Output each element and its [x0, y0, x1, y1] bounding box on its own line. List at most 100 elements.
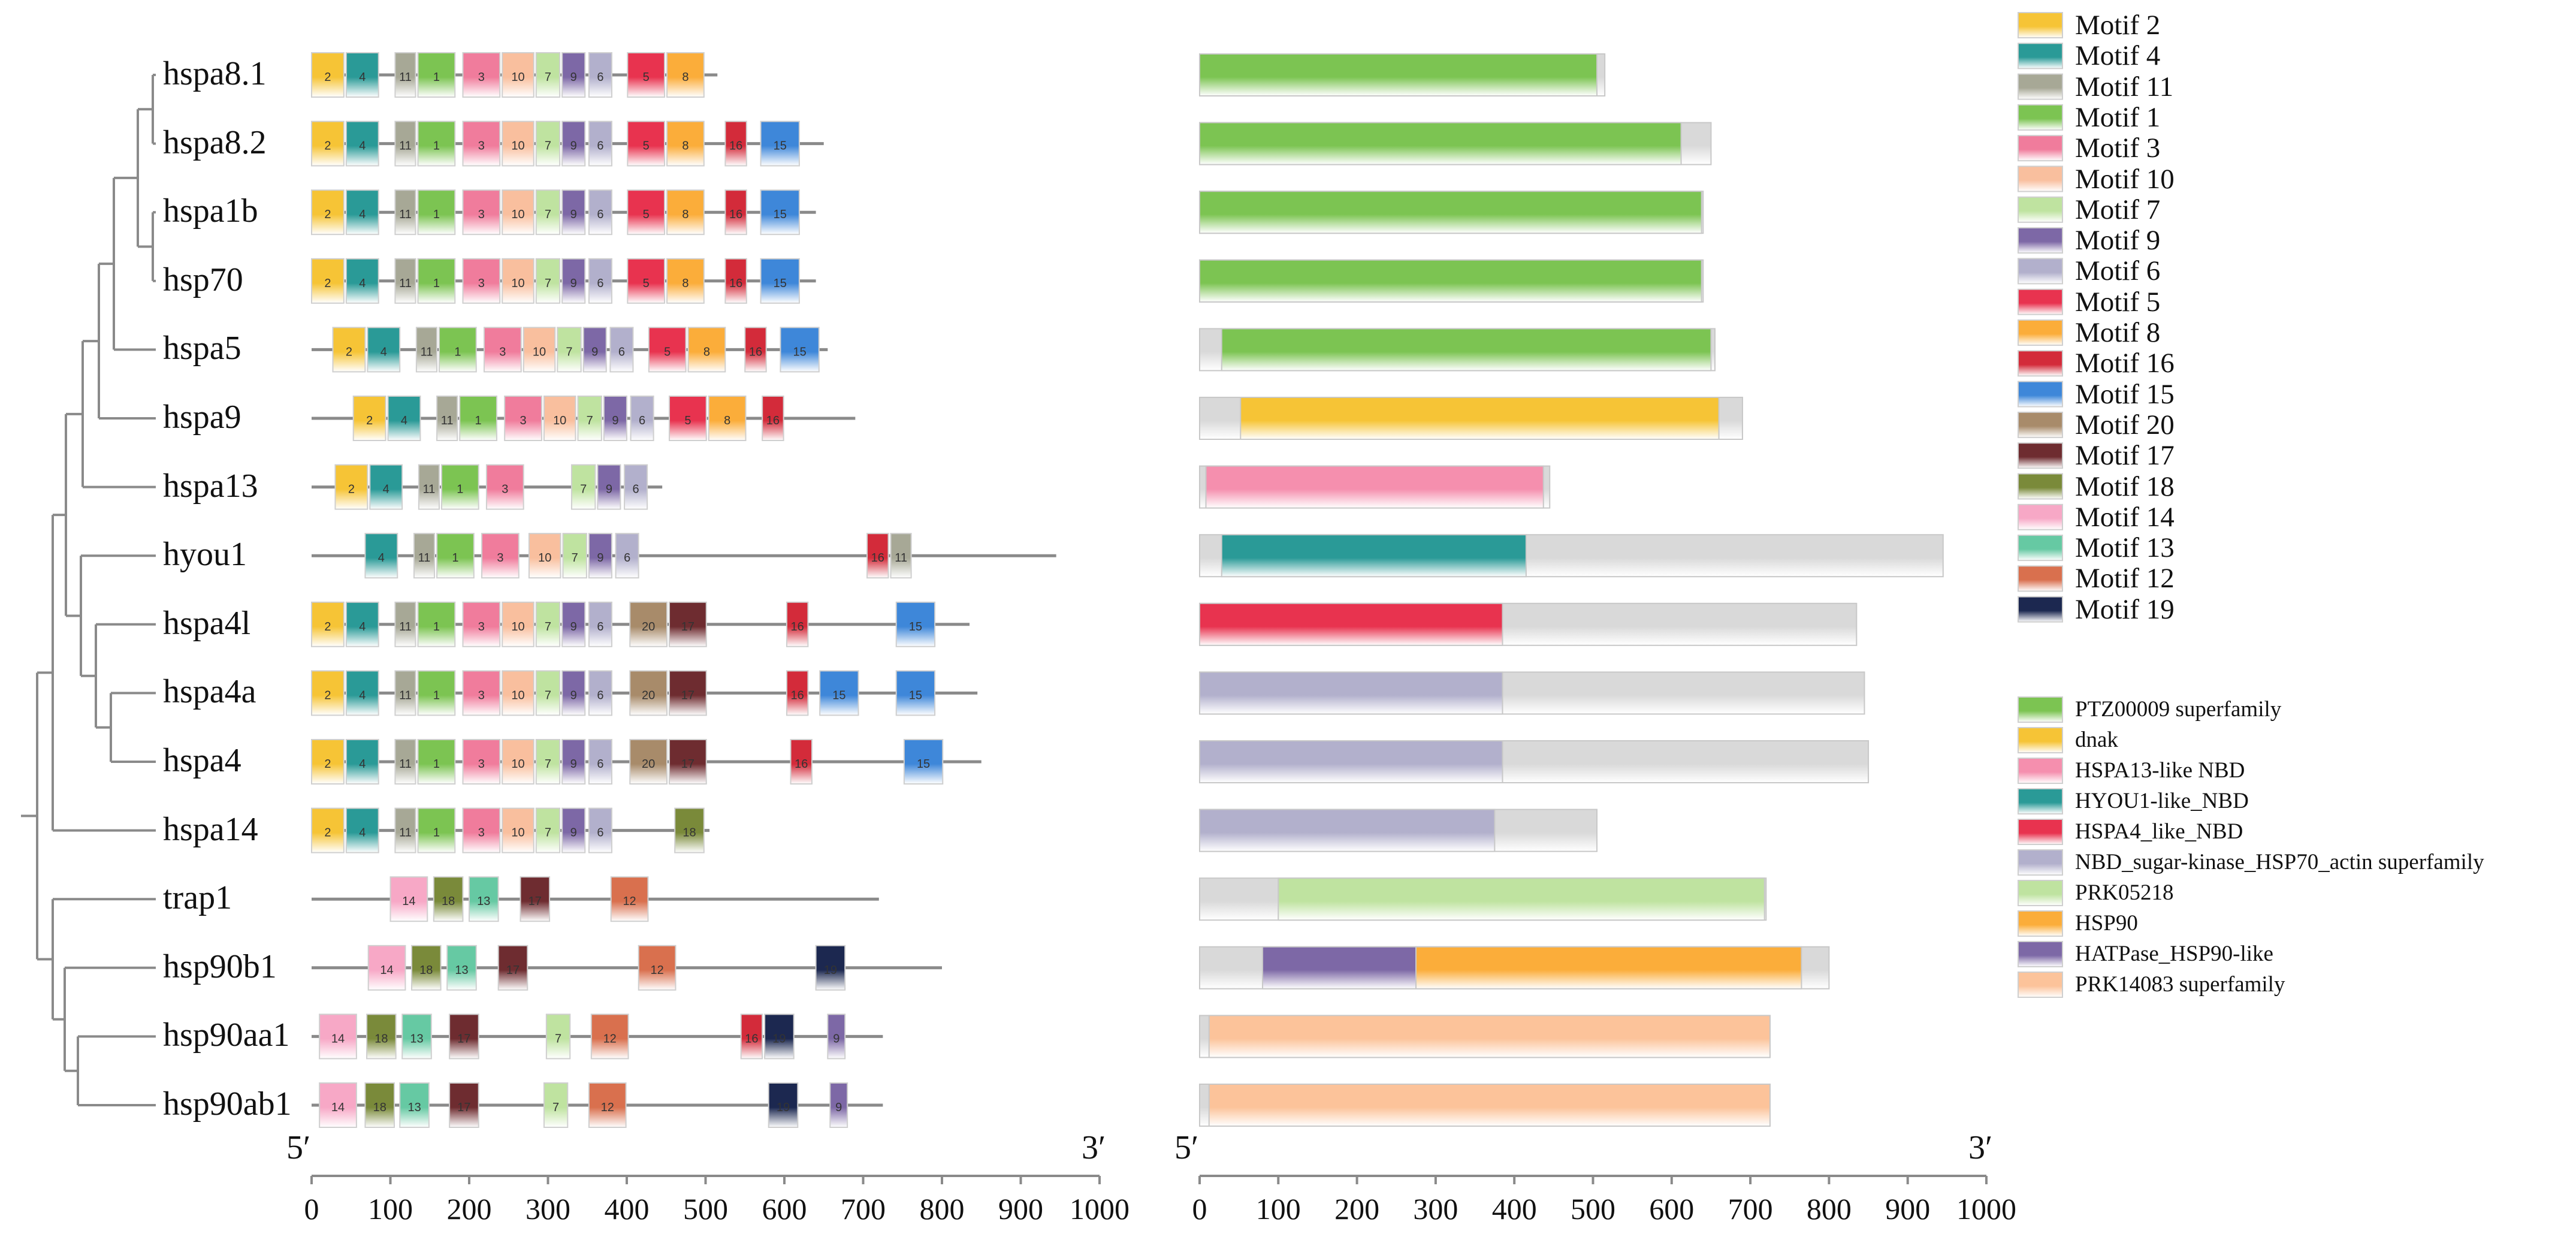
motif-number: 5 [643, 208, 650, 221]
motif-box [744, 327, 767, 373]
motif-number: 16 [766, 414, 780, 427]
motif-number: 9 [591, 345, 598, 358]
motif-number: 3 [478, 208, 485, 221]
motif-axis-tick-label: 800 [919, 1192, 965, 1226]
motif-number: 16 [729, 140, 742, 153]
legend-domain-label: HYOU1-like_NBD [2075, 789, 2249, 813]
motif-number: 9 [597, 551, 603, 565]
motif-box [462, 601, 501, 647]
motif-box [535, 601, 561, 647]
domain-panel [1199, 53, 1944, 1127]
motif-row: 2 4 11 1 3 10 7 9 6 18 [311, 807, 710, 853]
domain-row [1199, 53, 1606, 96]
motif-axis-tick-label: 600 [762, 1192, 807, 1226]
motif-panel: 2 4 11 1 3 10 7 9 6 5 8 2 4 11 1 3 10 7 9 6 5 8 16 15 2 4 11 1 3 10 7 9… [311, 52, 1056, 1128]
motif-number: 7 [545, 277, 551, 290]
motif-number: 15 [793, 345, 806, 358]
motif-box [417, 52, 456, 98]
legend-swatch [2018, 880, 2063, 906]
motif-box [561, 807, 586, 853]
motif-box [535, 120, 561, 167]
gene-label: hspa8.2 [163, 123, 267, 161]
legend-swatch [2018, 135, 2063, 162]
motif-box [768, 1082, 799, 1128]
motif-number: 1 [433, 277, 440, 290]
motif-box [557, 327, 582, 373]
motif-number: 20 [642, 689, 655, 702]
motif-box [483, 327, 522, 373]
motif-box [615, 533, 639, 579]
motif-box [462, 120, 501, 167]
legend-swatch [2018, 535, 2063, 562]
motif-box [311, 52, 345, 98]
motif-number: 16 [871, 551, 884, 565]
motif-number: 4 [359, 277, 366, 290]
motif-row: 14 18 13 17 12 [312, 876, 879, 922]
gene-label: hspa4l [163, 604, 251, 642]
motif-box [724, 258, 747, 304]
motif-number: 7 [545, 208, 551, 221]
domain-axis-three-prime: 3′ [1968, 1129, 1993, 1166]
domain-bar [1262, 946, 1417, 989]
motif-number: 4 [359, 689, 366, 702]
domain-bar [1208, 1084, 1771, 1127]
domain-axis-tick-label: 900 [1885, 1192, 1931, 1226]
motif-box [394, 52, 416, 98]
motif-box [436, 396, 458, 441]
motif-box [582, 327, 607, 373]
axes [310, 1175, 1988, 1184]
motif-number: 12 [601, 1101, 614, 1114]
legend-swatch [2018, 910, 2063, 937]
motif-number: 7 [545, 140, 551, 153]
motif-box [669, 396, 707, 441]
motif-number: 4 [359, 140, 366, 153]
domain-row [1199, 534, 1944, 578]
legend-swatch [2018, 473, 2063, 500]
motif-number: 12 [650, 964, 663, 977]
gene-label: hspa9 [163, 399, 241, 436]
motif-box [311, 807, 345, 853]
motif-row: 2 4 11 1 3 10 7 9 6 5 8 16 15 [311, 258, 816, 304]
motif-number: 6 [597, 826, 603, 840]
domain-row [1199, 877, 1767, 921]
motif-box [417, 120, 456, 167]
legend-swatch [2018, 319, 2063, 346]
motif-number: 17 [457, 1032, 470, 1045]
motif-number: 10 [511, 277, 524, 290]
motif-box [481, 533, 520, 579]
motif-box [433, 876, 464, 922]
motif-number: 19 [777, 1101, 790, 1114]
motif-box [449, 1082, 479, 1128]
motif-row: 2 4 11 1 3 10 7 9 6 5 8 [311, 52, 718, 98]
motif-number: 9 [833, 1032, 839, 1045]
legend-swatch [2018, 941, 2063, 967]
motif-box [394, 189, 416, 236]
motif-number: 16 [729, 277, 742, 290]
motif-number: 20 [642, 620, 655, 633]
motif-box [523, 327, 556, 373]
motif-number: 9 [570, 620, 577, 633]
legend-swatch [2018, 758, 2063, 784]
gene-label: hyou1 [163, 536, 247, 574]
motif-number: 3 [497, 551, 503, 565]
legend-motif-label: Motif 8 [2075, 317, 2161, 348]
motif-box [627, 120, 666, 167]
motif-number: 10 [511, 71, 524, 84]
motif-number: 7 [587, 414, 593, 427]
legend-motif-label: Motif 15 [2075, 378, 2175, 410]
motif-box [669, 670, 707, 716]
motif-number: 11 [423, 483, 436, 496]
motif-box [366, 1013, 397, 1060]
domain-axis-tick-label: 400 [1491, 1192, 1537, 1226]
motif-row: 2 4 11 1 3 10 7 9 6 20 17 16 15 [311, 601, 970, 647]
domain-row [1199, 1015, 1771, 1058]
motif-number: 10 [511, 208, 524, 221]
motif-number: 4 [383, 483, 389, 496]
motif-axis-tick-label: 700 [841, 1192, 886, 1226]
motif-number: 18 [375, 1032, 388, 1045]
motif-box [535, 189, 561, 236]
motif-row: 2 4 11 1 3 10 7 9 6 5 8 16 15 [311, 120, 824, 167]
domain-bar [1199, 259, 1702, 303]
motif-box [638, 945, 677, 991]
motif-number: 1 [433, 620, 440, 633]
